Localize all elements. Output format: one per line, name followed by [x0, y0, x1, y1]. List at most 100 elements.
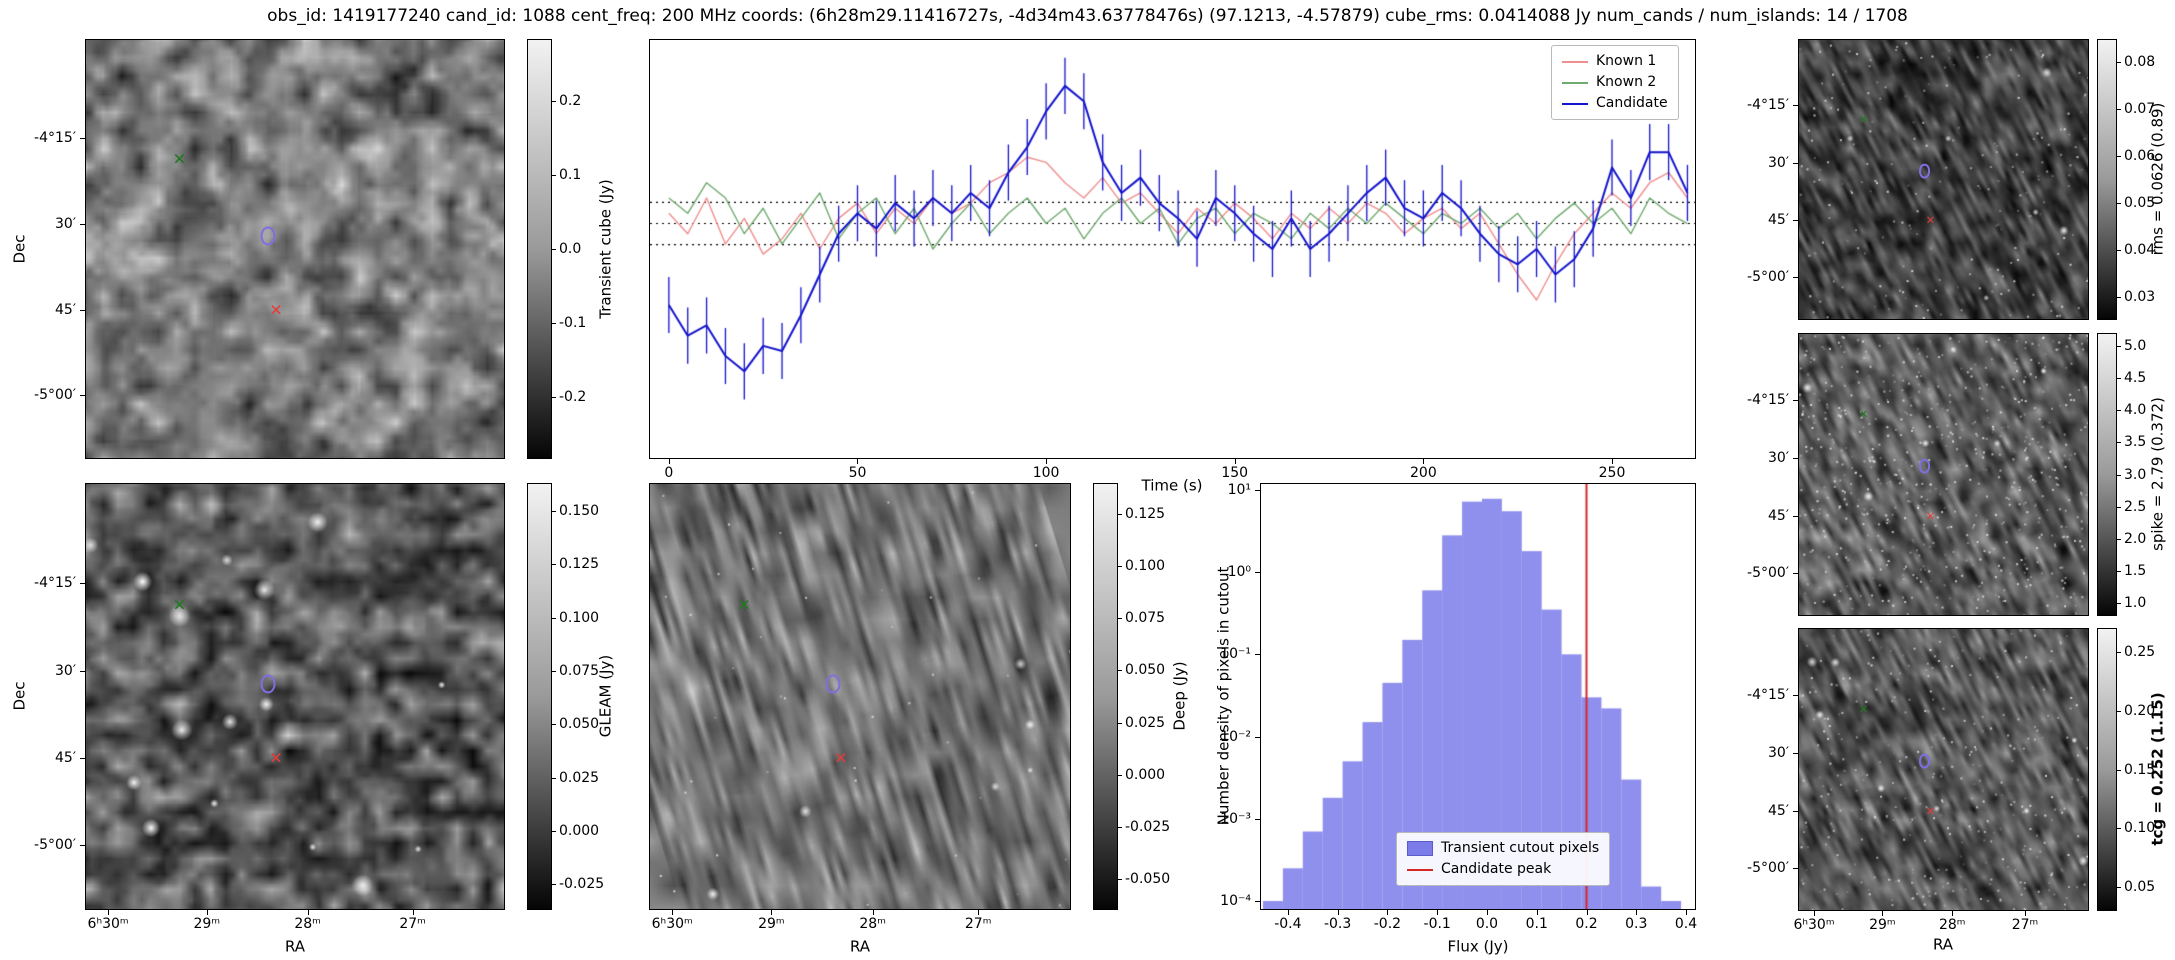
ra-tick-label: 29ᵐ [1869, 917, 1896, 933]
ra-axis-label: RA [284, 937, 306, 956]
tick-mark [1337, 910, 1339, 915]
colorbar-tick-label: 0.025 [1125, 714, 1166, 731]
dec-axis-label: Dec [10, 681, 29, 711]
dec-tick-label: -4°15′ [34, 129, 76, 146]
tick-mark [1793, 694, 1798, 696]
ra-tick-label: 27ᵐ [964, 916, 992, 932]
tick-mark [2117, 249, 2121, 251]
ra-tick-label: 29ᵐ [758, 916, 785, 932]
tick-mark [2117, 410, 2121, 412]
known2-line-swatch [1562, 81, 1588, 84]
colorbar-tick-label: -0.1 [559, 315, 587, 332]
lightcurve-xtick-label: 100 [1032, 465, 1060, 481]
colorbar-tick-label: 0.075 [559, 662, 600, 679]
tick-mark [552, 670, 556, 672]
tick-mark [1387, 910, 1389, 915]
tick-mark [2117, 442, 2121, 444]
deep-panel [649, 483, 1071, 910]
ra-axis-label: RA [849, 937, 871, 956]
hist-ytick-label: 10⁻⁴ [1220, 893, 1251, 910]
tick-mark [1255, 818, 1260, 820]
colorbar-tick-label: 0.050 [559, 716, 600, 733]
known-1-position-marker-x-icon: ✕ [1925, 508, 1936, 523]
colorbar-tick-label: 0.2 [559, 92, 582, 109]
tick-mark [1793, 105, 1798, 107]
tick-mark [2024, 911, 2026, 916]
tick-mark [1952, 911, 1954, 916]
tick-mark [1118, 722, 1122, 724]
tick-mark [1423, 459, 1425, 464]
dec-tick-label: -5°00′ [1747, 269, 1789, 286]
tick-mark [1536, 910, 1538, 915]
tick-mark [1486, 910, 1488, 915]
colorbar-tick-label: 0.075 [1125, 610, 1166, 627]
tick-mark [857, 459, 859, 464]
known-1-position-marker-x-icon: ✕ [1925, 213, 1936, 228]
ra-axis-label: RA [1932, 935, 1954, 954]
ra-tick-label: 6ʰ30ᵐ [87, 916, 129, 932]
colorbar-tick-label: 1.0 [2124, 595, 2147, 612]
dec-tick-label: 30′ [1768, 154, 1789, 171]
colorbar-tick-label: 0.05 [2124, 194, 2156, 211]
tick-mark [2117, 296, 2121, 298]
colorbar-tick-label: 0.000 [559, 823, 600, 839]
tick-mark [2117, 710, 2121, 712]
colorbar-tick-label: 0.100 [559, 609, 600, 626]
legend-item-candidate: Candidate [1562, 93, 1668, 114]
colorbar-tick-label: 1.5 [2124, 562, 2147, 579]
gleam-colorbar-label: GLEAM (Jy) [596, 654, 615, 738]
candidate-peak-swatch [1407, 868, 1433, 871]
rms-panel [1798, 39, 2089, 320]
colorbar-tick-label: 0.125 [1125, 506, 1166, 523]
legend-label-known2: Known 2 [1596, 74, 1657, 90]
transient-cube-image [86, 40, 504, 458]
tick-mark [978, 910, 980, 915]
colorbar-tick-label: 0.000 [1125, 766, 1166, 783]
known-2-position-marker-x-icon: ✕ [737, 595, 751, 615]
transient-colorbar [527, 39, 552, 459]
ra-tick-label: 28ᵐ [1938, 917, 1966, 933]
gleam-panel [85, 483, 505, 910]
tick-mark [2117, 345, 2121, 347]
rms-image [1799, 40, 2088, 319]
tick-mark [1793, 752, 1798, 754]
dec-tick-label: 30′ [55, 215, 76, 232]
tick-mark [2117, 202, 2121, 204]
dec-tick-label: -4°15′ [1747, 686, 1789, 703]
tick-mark [668, 459, 670, 464]
tick-mark [552, 617, 556, 619]
dec-axis-label: Dec [10, 234, 29, 264]
hist-ytick-label: 10¹ [1227, 481, 1251, 498]
known-2-position-marker-x-icon: ✕ [1858, 701, 1869, 716]
known-1-position-marker-x-icon: ✕ [269, 748, 283, 768]
tick-mark [1793, 515, 1798, 517]
tick-mark [80, 758, 85, 760]
colorbar-tick-label: 3.0 [2124, 466, 2147, 483]
tick-mark [2117, 570, 2121, 572]
tick-mark [2117, 603, 2121, 605]
colorbar-tick-label: 0.15 [2124, 761, 2156, 778]
tick-mark [412, 910, 414, 915]
tick-mark [1255, 572, 1260, 574]
lightcurve-xtick-label: 0 [664, 465, 674, 481]
dec-tick-label: -5°00′ [34, 837, 76, 854]
colorbar-tick-label: 0.07 [2124, 101, 2156, 118]
dec-tick-label: 30′ [1768, 744, 1789, 761]
tick-mark [1118, 618, 1122, 620]
tick-mark [1586, 910, 1588, 915]
hist-xtick-label: 0.0 [1475, 916, 1499, 932]
tick-mark [1612, 459, 1613, 464]
ra-tick-label: 29ᵐ [193, 916, 221, 932]
tick-mark [1255, 901, 1260, 903]
time-axis-label: Time (s) [1141, 476, 1203, 495]
known1-line-swatch [1562, 60, 1588, 63]
tick-mark [1287, 910, 1289, 915]
tick-mark [552, 174, 556, 176]
dec-tick-label: 45′ [1768, 802, 1789, 819]
colorbar-tick-label: 0.0 [559, 241, 582, 257]
candidate-position-marker-ellipse-icon [1918, 163, 1931, 179]
colorbar-tick-label: -0.025 [1125, 818, 1171, 835]
histogram-legend: Transient cutout pixels Candidate peak [1396, 832, 1611, 886]
tick-mark [1255, 489, 1260, 491]
tick-mark [552, 724, 556, 726]
